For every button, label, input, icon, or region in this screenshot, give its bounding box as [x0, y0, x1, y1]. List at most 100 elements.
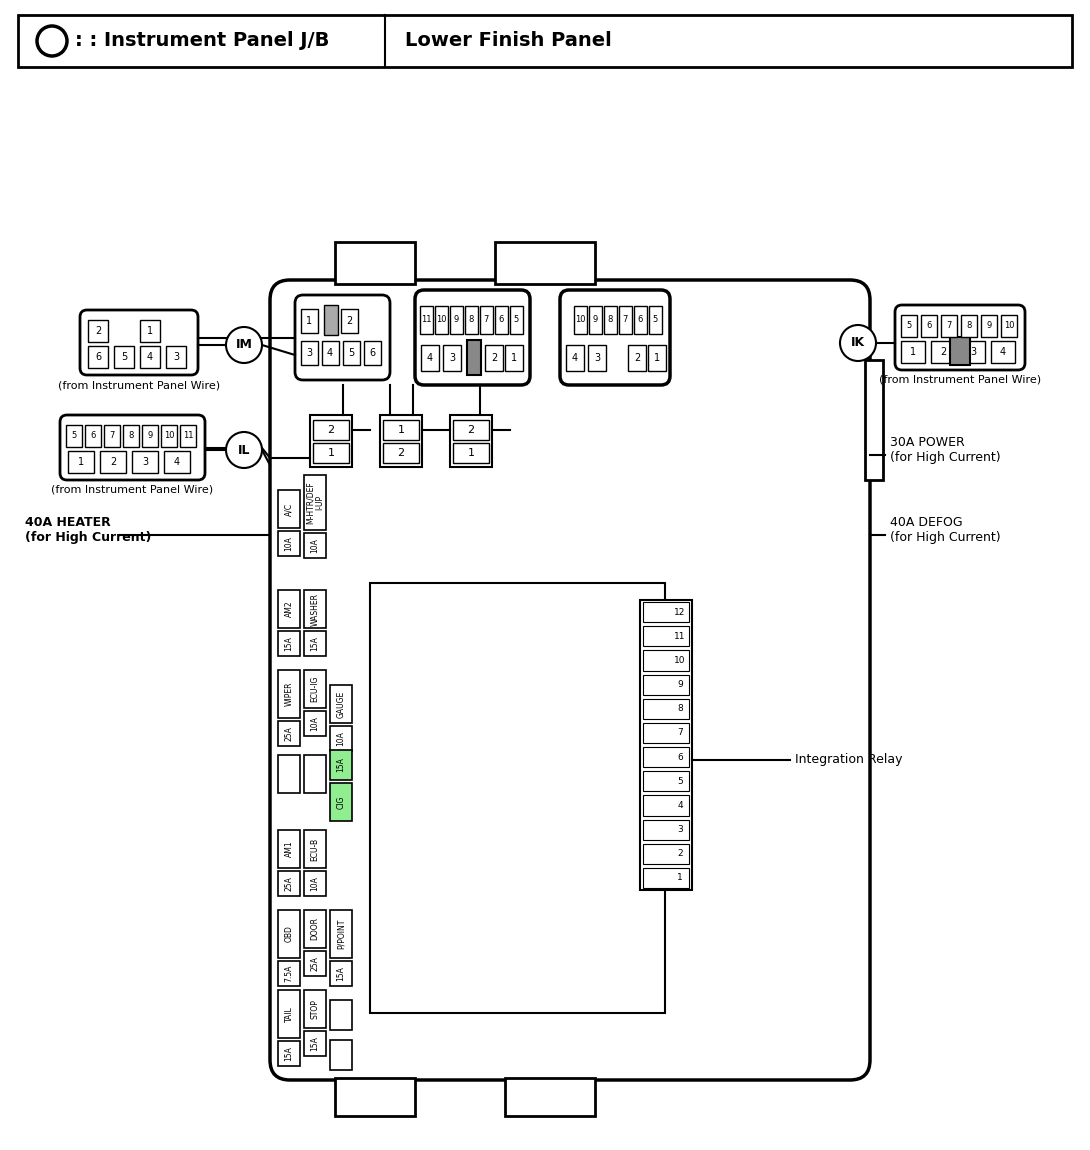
Bar — [370, 583, 665, 1013]
Text: 7.5A: 7.5A — [284, 965, 293, 982]
Bar — [941, 315, 957, 337]
Text: 3: 3 — [173, 352, 179, 362]
FancyBboxPatch shape — [80, 310, 198, 375]
Bar — [278, 1041, 300, 1066]
Text: 2: 2 — [95, 325, 101, 336]
FancyBboxPatch shape — [895, 305, 1025, 370]
Text: 5: 5 — [71, 431, 76, 440]
Text: 8: 8 — [469, 315, 474, 324]
Bar — [142, 426, 158, 447]
Text: 7: 7 — [946, 322, 952, 330]
Bar — [304, 830, 326, 868]
Bar — [480, 306, 493, 334]
Bar — [304, 711, 326, 736]
Text: (from Instrument Panel Wire): (from Instrument Panel Wire) — [58, 380, 220, 390]
Bar — [901, 315, 917, 337]
Bar — [278, 830, 300, 868]
Bar — [505, 345, 523, 371]
Bar — [510, 306, 523, 334]
Text: 6: 6 — [926, 322, 932, 330]
Text: 5: 5 — [677, 776, 682, 785]
Bar — [278, 756, 300, 794]
Text: IM: IM — [235, 338, 253, 352]
Bar — [453, 443, 489, 463]
Bar — [301, 342, 318, 365]
Bar — [313, 443, 349, 463]
Text: 4: 4 — [427, 353, 433, 363]
Bar — [304, 951, 326, 976]
Bar — [278, 910, 300, 958]
Circle shape — [226, 327, 262, 363]
Text: 9: 9 — [453, 315, 459, 324]
Text: DOOR: DOOR — [311, 918, 319, 941]
Text: 4: 4 — [677, 800, 682, 810]
Text: 2: 2 — [634, 353, 640, 363]
Text: OBD: OBD — [284, 926, 293, 943]
Bar — [931, 342, 955, 363]
Bar — [180, 426, 196, 447]
Text: 5: 5 — [653, 315, 657, 324]
Bar — [485, 345, 502, 371]
Text: A/C: A/C — [284, 503, 293, 515]
Bar — [310, 415, 352, 467]
Bar — [278, 631, 300, 655]
Bar — [450, 306, 463, 334]
Text: 12: 12 — [675, 607, 686, 616]
Bar — [961, 342, 985, 363]
Bar — [991, 342, 1015, 363]
Text: WASHER: WASHER — [311, 592, 319, 626]
Bar — [19, 15, 1071, 67]
Text: 15A: 15A — [284, 1046, 293, 1061]
Bar — [450, 415, 492, 467]
Bar — [330, 910, 352, 958]
Text: CIG: CIG — [337, 796, 346, 808]
Bar — [330, 685, 352, 723]
Bar — [301, 309, 318, 334]
Text: 25A: 25A — [311, 956, 319, 971]
Text: 9: 9 — [147, 431, 153, 440]
Text: 3: 3 — [970, 347, 976, 356]
Bar — [865, 360, 883, 480]
Text: 6: 6 — [95, 352, 101, 362]
Text: 10A: 10A — [284, 536, 293, 551]
Text: (from Instrument Panel Wire): (from Instrument Panel Wire) — [51, 485, 213, 494]
Text: P/POINT: P/POINT — [337, 919, 346, 949]
Text: 6: 6 — [368, 348, 375, 358]
Text: 30A POWER
(for High Current): 30A POWER (for High Current) — [891, 436, 1001, 463]
Text: 1: 1 — [147, 325, 153, 336]
Text: M-HTR/DEF
I-UP: M-HTR/DEF I-UP — [305, 481, 325, 524]
Bar — [278, 871, 300, 896]
Text: 3: 3 — [449, 353, 455, 363]
Text: 11: 11 — [675, 631, 686, 641]
Bar — [304, 1032, 326, 1056]
Text: 40A DEFOG
(for High Current): 40A DEFOG (for High Current) — [891, 516, 1001, 544]
Bar — [343, 342, 360, 365]
Bar — [140, 346, 160, 368]
Text: 2: 2 — [940, 347, 946, 356]
Text: 9: 9 — [677, 680, 682, 689]
Text: 2: 2 — [677, 849, 682, 858]
Text: 10: 10 — [1004, 322, 1015, 330]
Bar — [643, 651, 689, 670]
Bar — [643, 820, 689, 840]
Bar — [304, 670, 326, 708]
Bar — [443, 345, 461, 371]
Bar — [324, 305, 338, 335]
Bar — [304, 631, 326, 655]
Bar — [330, 750, 352, 780]
Text: 8: 8 — [607, 315, 613, 324]
Bar — [435, 306, 448, 334]
Bar — [467, 340, 481, 375]
Bar — [278, 531, 300, 555]
Text: 15A: 15A — [337, 966, 346, 981]
Bar — [330, 783, 352, 821]
Text: ECU-IG: ECU-IG — [311, 676, 319, 703]
Bar — [304, 990, 326, 1028]
Text: 10: 10 — [436, 315, 446, 324]
Text: 25A: 25A — [284, 726, 293, 741]
Bar — [304, 590, 326, 628]
Text: 1: 1 — [468, 448, 474, 458]
Bar — [88, 346, 108, 368]
FancyBboxPatch shape — [60, 415, 205, 480]
Bar — [643, 675, 689, 695]
